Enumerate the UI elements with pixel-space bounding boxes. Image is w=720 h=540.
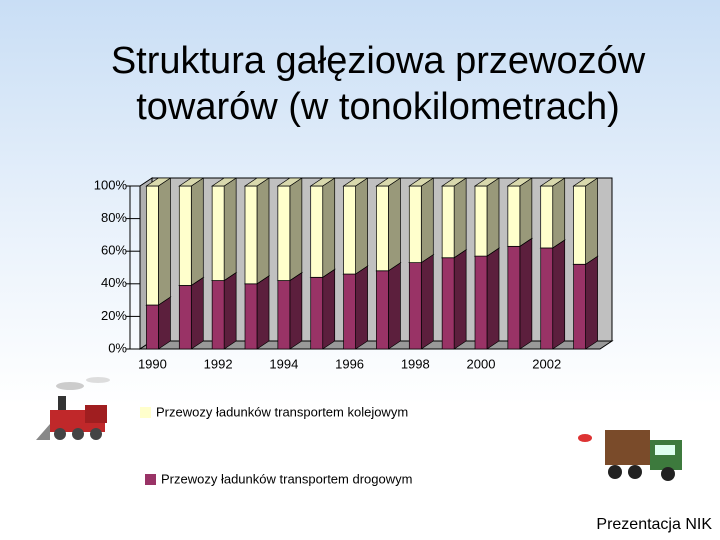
bar	[540, 185, 554, 249]
bar	[507, 185, 521, 247]
bar-side	[519, 177, 533, 247]
x-tick-label: 1994	[269, 356, 298, 371]
bar-top	[342, 177, 369, 187]
bar	[573, 185, 586, 265]
bar-top	[210, 177, 238, 187]
bar-top	[539, 177, 566, 187]
bar-side	[190, 177, 204, 287]
bar-side	[585, 255, 598, 350]
bar-top	[145, 177, 172, 187]
bar-side	[486, 177, 500, 257]
bar-side	[552, 177, 566, 249]
bar	[573, 263, 586, 350]
legend-swatch	[140, 407, 151, 418]
bar	[408, 185, 422, 263]
x-tick-label: 1996	[335, 356, 364, 371]
bar	[474, 255, 488, 350]
bar	[146, 185, 159, 306]
bar-side	[322, 268, 336, 350]
bar-side	[519, 237, 533, 350]
bar-top	[375, 177, 402, 187]
bar-top	[309, 177, 336, 187]
bar	[310, 276, 324, 350]
bar	[507, 245, 521, 350]
x-tick-label: 2002	[532, 356, 561, 371]
truck-icon	[578, 430, 682, 481]
bar-top	[506, 177, 534, 187]
bar	[244, 283, 258, 350]
train-icon	[36, 377, 110, 440]
bar	[244, 185, 258, 285]
bar-side	[223, 177, 237, 282]
y-tick-label: 20%	[101, 308, 127, 323]
bar-top	[408, 177, 435, 187]
bar-side	[552, 239, 566, 350]
bar-side	[420, 177, 434, 264]
bar-side	[322, 177, 336, 278]
footer: Prezentacja NIK	[596, 516, 712, 533]
bar-top	[440, 177, 468, 187]
legend-label: Przewozy ładunków transportem drogowym	[161, 471, 412, 486]
bar-side	[158, 177, 171, 306]
y-tick-label: 60%	[101, 243, 127, 258]
bar	[441, 257, 455, 350]
bar	[310, 185, 324, 278]
bar-top	[243, 177, 271, 187]
bar	[178, 285, 192, 350]
x-tick-label: 1990	[138, 356, 167, 371]
bar-side	[420, 253, 434, 350]
bar	[441, 185, 455, 259]
bar	[376, 185, 389, 272]
bar-side	[388, 262, 401, 350]
bar	[277, 185, 291, 281]
chart-title: Struktura gałęziowa przewozów towarów (w…	[110, 40, 646, 128]
bar-side	[256, 275, 270, 350]
bar	[211, 185, 225, 281]
y-tick-label: 100%	[94, 177, 128, 192]
legend-label: Przewozy ładunków transportem kolejowym	[156, 404, 408, 419]
bar	[343, 273, 356, 350]
bar-side	[388, 177, 401, 272]
bar-top	[276, 177, 304, 187]
x-tick-label: 2000	[467, 356, 496, 371]
bar-side	[256, 177, 270, 285]
y-tick-label: 80%	[101, 210, 127, 225]
x-tick-label: 1998	[401, 356, 430, 371]
bar-side	[289, 177, 303, 282]
bar	[343, 185, 356, 275]
y-tick-label: 40%	[101, 275, 127, 290]
bar	[540, 247, 554, 350]
bar-side	[453, 249, 467, 350]
bar-side	[355, 177, 368, 275]
bar	[178, 185, 192, 286]
bar-top	[572, 177, 599, 187]
bar	[277, 280, 291, 350]
bar-top	[178, 177, 205, 187]
bar-side	[289, 271, 303, 350]
bar-side	[355, 265, 368, 350]
bar-side	[223, 271, 237, 350]
legend-swatch	[145, 474, 156, 485]
bar-side	[158, 296, 171, 350]
bar	[376, 270, 389, 350]
bar-side	[486, 247, 500, 350]
bar-top	[473, 177, 501, 187]
y-tick-label: 0%	[108, 340, 127, 355]
bar	[408, 262, 422, 350]
bar	[146, 304, 159, 350]
bar-side	[585, 177, 598, 265]
bar-side	[453, 177, 467, 259]
bar	[211, 280, 225, 350]
bar-side	[190, 276, 204, 350]
bar	[474, 185, 488, 257]
x-tick-label: 1992	[204, 356, 233, 371]
